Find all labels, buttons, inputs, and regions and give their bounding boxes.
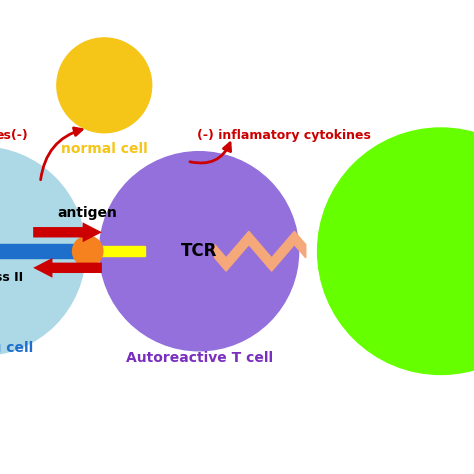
Text: normal cell: normal cell xyxy=(61,142,148,156)
Circle shape xyxy=(318,128,474,374)
Text: es(-): es(-) xyxy=(0,128,28,142)
Text: ing cell: ing cell xyxy=(0,341,33,356)
Text: antigen: antigen xyxy=(58,206,118,220)
FancyArrow shape xyxy=(33,222,102,242)
FancyArrowPatch shape xyxy=(41,128,82,180)
Polygon shape xyxy=(215,231,306,271)
Text: (-) inflamatory cytokines: (-) inflamatory cytokines xyxy=(198,128,371,142)
Text: TCR: TCR xyxy=(181,242,217,260)
FancyArrow shape xyxy=(33,258,102,278)
Circle shape xyxy=(0,147,85,356)
Circle shape xyxy=(73,236,103,266)
Circle shape xyxy=(57,38,152,133)
Bar xyxy=(0,244,88,258)
Bar xyxy=(88,246,145,256)
Text: ss II: ss II xyxy=(0,271,24,284)
Text: Autoreactive T cell: Autoreactive T cell xyxy=(126,351,273,365)
Circle shape xyxy=(100,152,299,351)
FancyArrowPatch shape xyxy=(190,143,231,163)
